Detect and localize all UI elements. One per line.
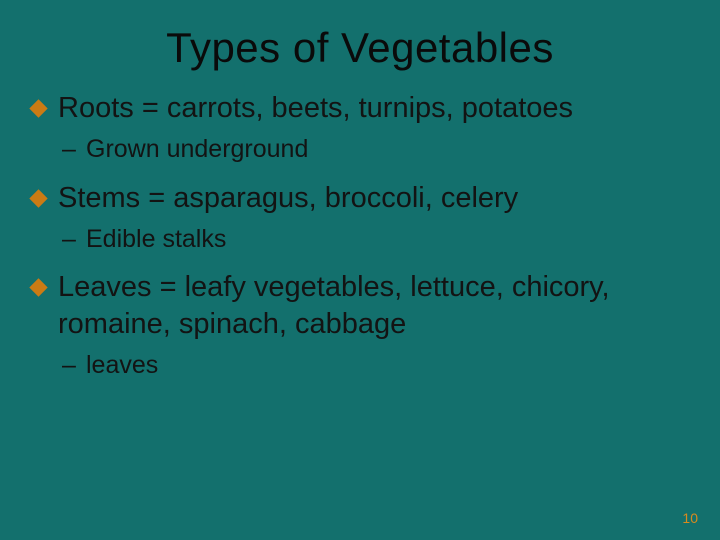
diamond-bullet-icon	[29, 99, 47, 117]
bullet-rest: = asparagus, broccoli, celery	[140, 182, 518, 214]
bullet-term: Roots	[58, 92, 134, 124]
bullet-rest: = carrots, beets, turnips, potatoes	[134, 92, 573, 124]
bullet-level2: Grown underground	[58, 133, 676, 166]
slide-title: Types of Vegetables	[0, 0, 720, 90]
bullet-level2: leaves	[58, 349, 676, 382]
page-number: 10	[682, 510, 698, 526]
bullet-level1: Stems = asparagus, broccoli, celery	[58, 180, 676, 217]
bullet-level2: Edible stalks	[58, 223, 676, 256]
bullet-level1: Leaves = leafy vegetables, lettuce, chic…	[58, 269, 676, 343]
bullet-level1: Roots = carrots, beets, turnips, potatoe…	[58, 90, 676, 127]
bullet-term: Stems	[58, 182, 140, 214]
bullet-term: Leaves	[58, 271, 152, 303]
diamond-bullet-icon	[29, 189, 47, 207]
slide-body: Roots = carrots, beets, turnips, potatoe…	[0, 90, 720, 382]
slide: Types of Vegetables Roots = carrots, bee…	[0, 0, 720, 540]
diamond-bullet-icon	[29, 279, 47, 297]
